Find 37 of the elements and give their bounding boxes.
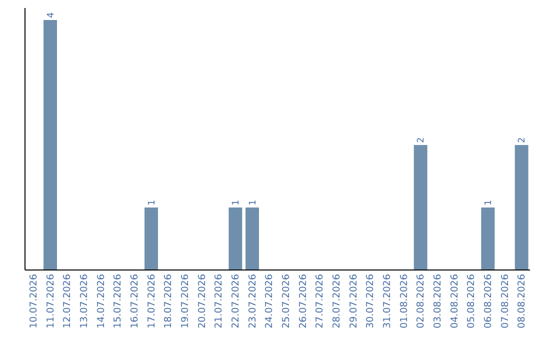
x-tick-label: 13.07.2026 [78, 274, 90, 328]
x-tick-label: 04.08.2026 [449, 274, 460, 328]
x-tick-label: 03.08.2026 [432, 274, 444, 328]
x-tick-label: 25.07.2026 [280, 274, 292, 328]
x-tick-label: 01.08.2026 [398, 274, 410, 328]
x-tick-label: 02.08.2026 [416, 274, 427, 328]
x-tick-label: 11.07.2026 [45, 274, 56, 328]
data-label: 1 [484, 200, 494, 206]
data-label: 1 [248, 200, 258, 206]
x-tick-label: 08.08.2026 [516, 274, 528, 328]
x-tick-label: 20.07.2026 [196, 274, 208, 328]
x-tick-label: 30.07.2026 [365, 274, 376, 328]
x-tick-label: 18.07.2026 [163, 274, 174, 328]
x-tick-label: 10.07.2026 [28, 274, 40, 328]
x-tick-label: 21.07.2026 [214, 274, 225, 328]
x-tick-label: 15.07.2026 [112, 274, 124, 328]
data-label: 1 [231, 200, 242, 206]
x-tick-label: 16.07.2026 [129, 274, 140, 328]
x-tick-label: 24.07.2026 [264, 274, 276, 328]
x-tick-label: 26.07.2026 [298, 274, 309, 328]
x-tick-label: 31.07.2026 [382, 274, 393, 328]
x-tick-label: 23.07.2026 [247, 274, 258, 328]
data-label: 2 [518, 137, 528, 143]
x-tick-label: 12.07.2026 [62, 274, 74, 328]
x-tick-label: 06.08.2026 [482, 274, 494, 328]
x-tick-label: 19.07.2026 [180, 274, 191, 328]
data-label: 4 [46, 12, 56, 18]
x-tick-label: 28.07.2026 [331, 274, 342, 328]
x-tick-label: 22.07.2026 [230, 274, 242, 328]
x-tick-label: 27.07.2026 [314, 274, 326, 328]
x-tick-label: 05.08.2026 [466, 274, 478, 328]
x-tick-label: 07.08.2026 [500, 274, 511, 328]
data-label: 1 [147, 200, 158, 206]
x-tick-label: 14.07.2026 [96, 274, 107, 328]
x-tick-label: 17.07.2026 [146, 274, 158, 328]
data-label: 2 [416, 137, 427, 143]
x-tick-label: 29.07.2026 [348, 274, 360, 328]
